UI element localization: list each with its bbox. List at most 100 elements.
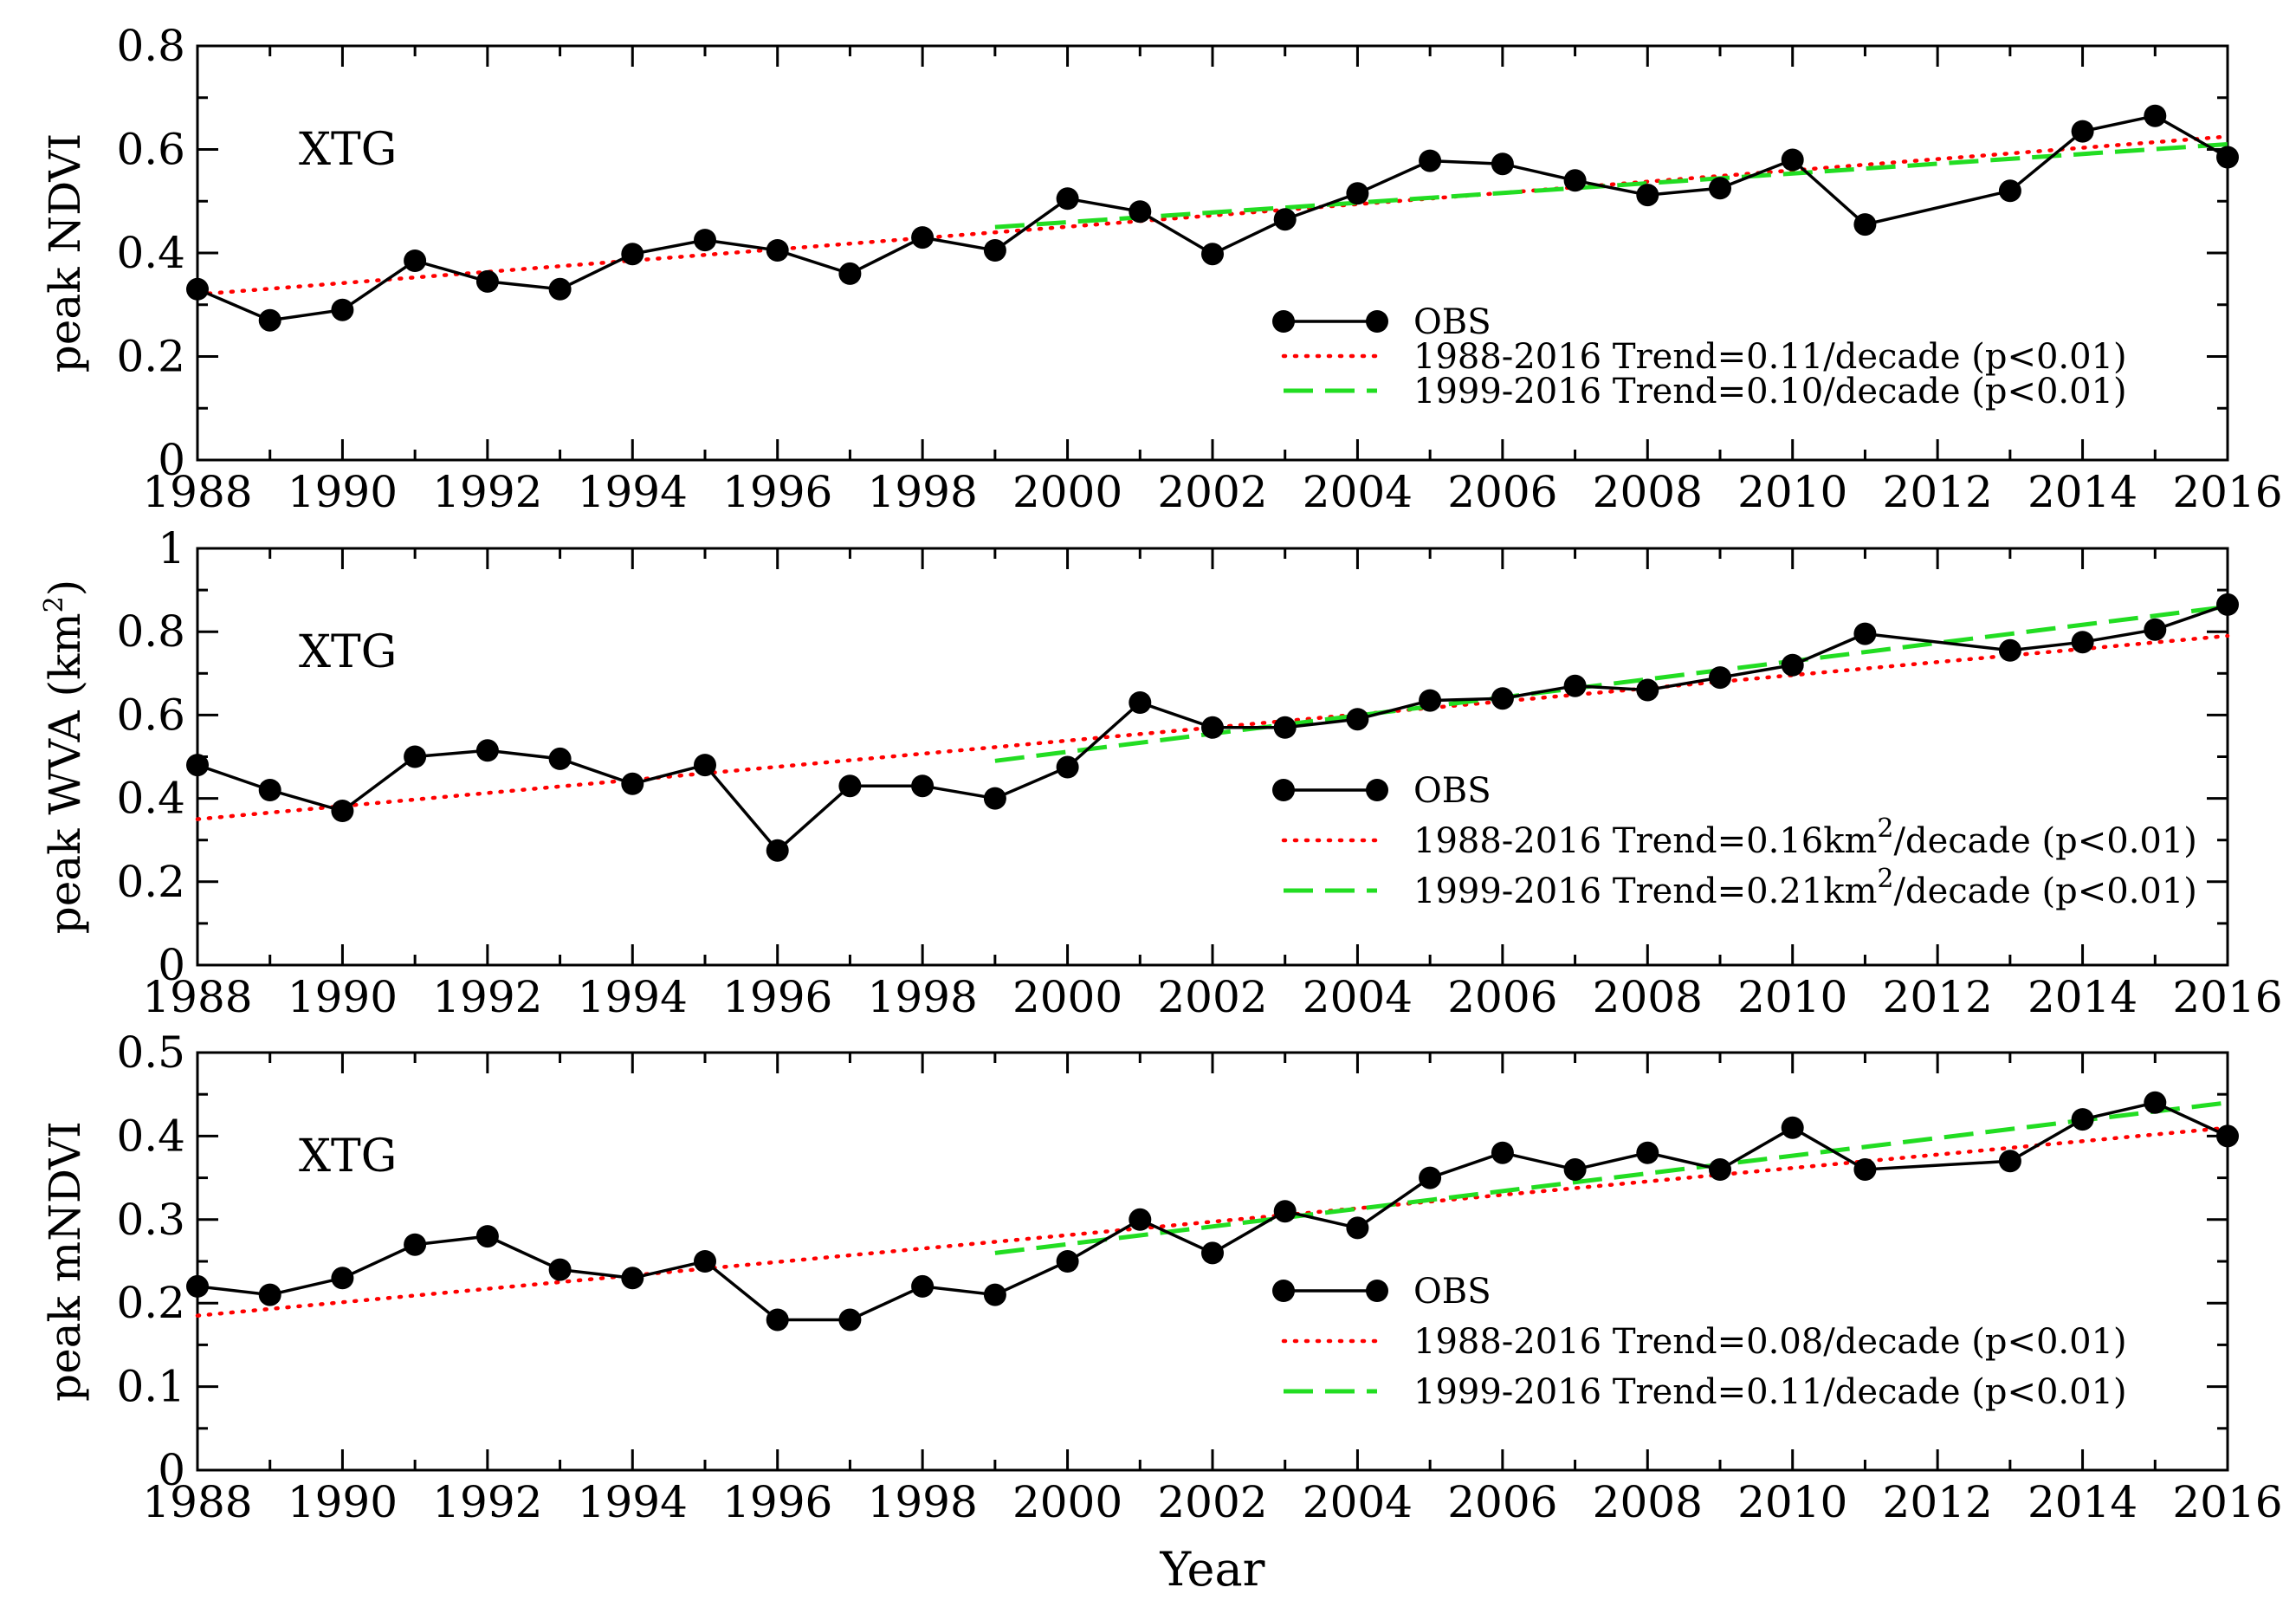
y-tick-label: 0.2 <box>116 332 185 382</box>
legend-label-text: 1999-2016 Trend=0.10/decade (p<0.01) <box>1413 372 2127 411</box>
x-tick-label: 1994 <box>578 467 688 517</box>
obs-point-1992 <box>475 1225 499 1248</box>
obs-point-2000 <box>1056 187 1079 211</box>
x-tick-label: 2014 <box>2028 1477 2138 1527</box>
y-axis-label-text: peak NDVI <box>40 133 90 373</box>
chart-panel-2: 0 0.2 0.4 0.6 0.8 1 1988 1990 1992 1994 1996 1998 20… <box>39 523 2283 1022</box>
legend-label-text: OBS <box>1413 1272 1491 1312</box>
x-tick-label: 1994 <box>578 972 688 1022</box>
y-tick-label: 0.4 <box>116 228 185 278</box>
obs-point-2003 <box>1273 716 1297 739</box>
legend-label: 1988-2016 Trend=0.11/decade (p<0.01) <box>1413 337 2127 377</box>
x-tick-label: 2014 <box>2028 467 2138 517</box>
obs-point-2015 <box>2144 104 2167 127</box>
y-tick-label: 0.8 <box>116 606 185 657</box>
x-tick-label: 2012 <box>1883 972 1993 1022</box>
legend-label: 1988-2016 Trend=0.08/decade (p<0.01) <box>1413 1322 2127 1362</box>
obs-point-2006 <box>1491 1141 1514 1164</box>
legend-label-superscript: 2 <box>1877 864 1893 894</box>
obs-point-2014 <box>2071 120 2094 143</box>
legend-obs-marker <box>1272 310 1295 333</box>
legend-label: OBS <box>1413 302 1491 342</box>
obs-point-1998 <box>911 1274 935 1298</box>
x-tick-label: 2014 <box>2028 972 2138 1022</box>
obs-point-2001 <box>1129 200 1152 224</box>
x-tick-label: 1990 <box>288 467 398 517</box>
obs-point-1991 <box>404 249 427 272</box>
panel-label: XTG <box>299 626 397 678</box>
x-tick-label: 2000 <box>1012 972 1122 1022</box>
legend-label-text: OBS <box>1413 302 1491 342</box>
obs-point-2014 <box>2071 1108 2094 1131</box>
x-tick-label: 1990 <box>288 972 398 1022</box>
x-tick-label: 1988 <box>142 467 252 517</box>
legend-label: 1999-2016 Trend=0.10/decade (p<0.01) <box>1413 372 2127 411</box>
x-tick-label: 2010 <box>1737 467 1847 517</box>
x-tick-label: 1990 <box>288 1477 398 1527</box>
x-tick-label: 1998 <box>868 1477 978 1527</box>
obs-point-2006 <box>1491 687 1514 710</box>
trend-line-1999-2016 <box>994 1100 2228 1255</box>
x-tick-label: 2002 <box>1157 972 1267 1022</box>
legend: OBS 1988-2016 Trend=0.08/decade (p<0.01) 1… <box>1272 1272 2127 1412</box>
obs-point-2009 <box>1709 177 1731 200</box>
obs-point-2015 <box>2144 618 2167 641</box>
obs-point-2004 <box>1346 708 1369 731</box>
y-tick-label: 0 <box>158 940 185 990</box>
y-tick-label: 0.6 <box>116 125 185 175</box>
trend-line-1988-2016 <box>195 633 2230 821</box>
y-axis-label: peak mNDVI <box>40 1121 90 1402</box>
obs-series-line <box>197 113 2228 322</box>
x-tick-label: 2010 <box>1737 1477 1847 1527</box>
y-tick-label: 0 <box>158 1445 185 1495</box>
obs-point-2005 <box>1419 1166 1442 1189</box>
y-axis-label: peak WVA (km2) <box>39 580 90 935</box>
obs-point-1997 <box>838 1308 862 1332</box>
y-tick-label: 0.1 <box>116 1362 185 1412</box>
obs-point-2013 <box>1998 179 2021 203</box>
obs-point-1990 <box>331 800 354 822</box>
legend-obs-marker <box>1366 1280 1388 1302</box>
obs-point-1996 <box>766 239 789 262</box>
legend-label-text: 1988-2016 Trend=0.16km <box>1413 821 1877 861</box>
x-tick-label: 2006 <box>1447 467 1557 517</box>
legend-label-tail: /decade (p<0.01) <box>1894 872 2197 911</box>
chart-panel-3: 0 0.1 0.2 0.3 0.4 0.5 1988 1990 1992 1994 1996 1998… <box>40 1027 2283 1597</box>
legend-obs-marker <box>1272 1280 1295 1302</box>
obs-point-2005 <box>1419 149 1442 172</box>
y-tick-label: 0.4 <box>116 774 185 824</box>
obs-point-1993 <box>548 747 572 770</box>
x-tick-label: 2004 <box>1303 1477 1413 1527</box>
x-tick-label: 1998 <box>868 972 978 1022</box>
obs-point-2003 <box>1273 208 1297 231</box>
obs-point-1998 <box>911 226 935 249</box>
y-tick-label: 0.2 <box>116 1278 185 1328</box>
obs-point-1995 <box>694 754 716 777</box>
x-tick-label: 2012 <box>1883 1477 1993 1527</box>
obs-point-2016 <box>2216 146 2239 169</box>
x-tick-label: 2012 <box>1883 467 1993 517</box>
obs-point-2016 <box>2216 593 2239 616</box>
obs-point-2011 <box>1853 1158 1877 1181</box>
chart-panel-1: 0 0.2 0.4 0.6 0.8 1988 1990 1992 1994 1996 1998 200… <box>40 21 2283 517</box>
obs-point-1991 <box>404 745 427 768</box>
y-axis-label-text: peak mNDVI <box>40 1121 90 1402</box>
y-tick-label: 0.4 <box>116 1111 185 1161</box>
obs-point-1999 <box>983 787 1006 810</box>
obs-point-1989 <box>258 779 281 801</box>
x-tick-label: 2000 <box>1012 467 1122 517</box>
legend-label-text: 1999-2016 Trend=0.21km <box>1413 872 1877 911</box>
obs-point-1994 <box>621 243 644 266</box>
obs-point-2014 <box>2071 631 2094 654</box>
obs-point-1991 <box>404 1233 427 1256</box>
legend-label: OBS <box>1413 1272 1491 1312</box>
obs-point-2003 <box>1273 1200 1297 1223</box>
x-tick-label: 2016 <box>2172 467 2282 517</box>
x-tick-label: 2004 <box>1303 972 1413 1022</box>
y-axis-label-tail: ) <box>40 580 90 597</box>
x-tick-label: 2008 <box>1593 1477 1703 1527</box>
y-tick-label: 0.8 <box>116 21 185 71</box>
x-tick-label: 2004 <box>1303 467 1413 517</box>
